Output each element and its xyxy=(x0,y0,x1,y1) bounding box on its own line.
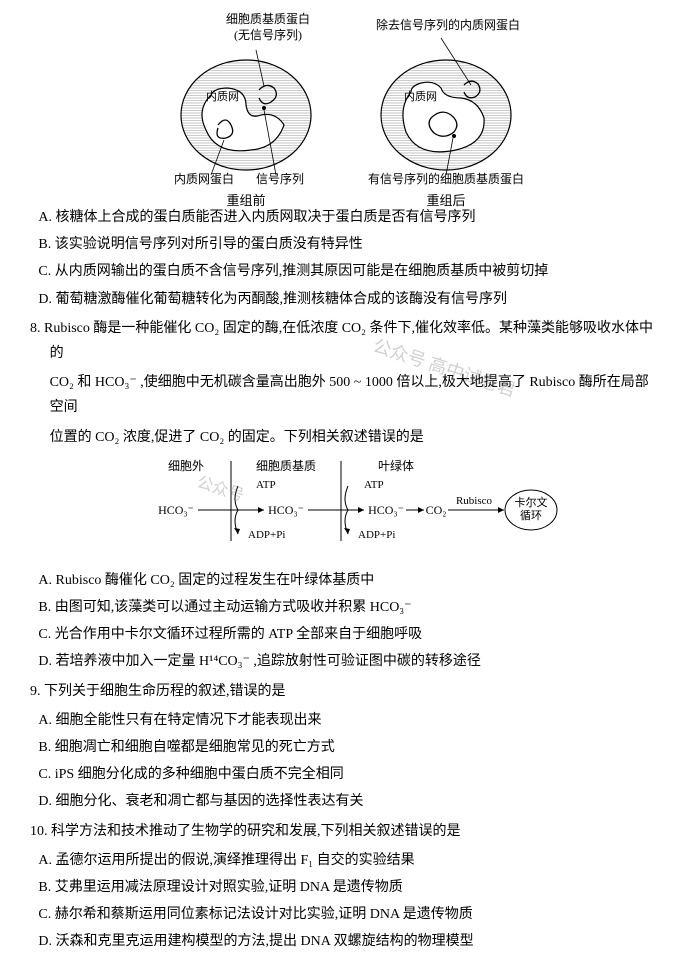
cell-diagram-left: 细胞质基质蛋白(无信号序列) 内质网 内质网蛋白 信号序列 重组前 xyxy=(156,20,336,195)
cell-svg-right: 内质网 xyxy=(356,20,536,195)
col-chl: 叶绿体 xyxy=(378,458,414,473)
svg-text:HCO₃⁻: HCO₃⁻ xyxy=(158,503,194,517)
q10-option-a: A. 孟德尔运用所提出的假说,演绎推理得出 F₁ 自交的实验结果 xyxy=(30,848,662,873)
q8-option-a: A. Rubisco 酶催化 CO₂ 固定的过程发生在叶绿体基质中 xyxy=(30,568,662,593)
cell-diagram-right: 除去信号序列的内质网蛋白 内质网 有信号序列的细胞质基质蛋白 重组后 xyxy=(356,20,536,195)
label-bottom-left-1: 内质网蛋白 xyxy=(174,172,234,188)
q7-option-b: B. 该实验说明信号序列对所引导的蛋白质没有特异性 xyxy=(30,232,662,257)
q9-option-b: B. 细胞凋亡和细胞自噬都是细胞常见的死亡方式 xyxy=(30,735,662,760)
svg-text:ADP+Pi: ADP+Pi xyxy=(358,529,395,541)
label-bottom-left-2: 信号序列 xyxy=(256,172,304,188)
q9-stem: 9. 下列关于细胞生命历程的叙述,错误的是 xyxy=(30,679,662,704)
q10-stem: 10. 科学方法和技术推动了生物学的研究和发展,下列相关叙述错误的是 xyxy=(30,819,662,844)
q8-option-c: C. 光合作用中卡尔文循环过程所需的 ATP 全部来自于细胞呼吸 xyxy=(30,622,662,647)
q8-stem-2: CO₂ 和 HCO₃⁻ ,使细胞中无机碳含量高出胞外 500 ~ 1000 倍以… xyxy=(30,370,662,420)
caption-right: 重组后 xyxy=(356,189,536,212)
q9-option-d: D. 细胞分化、衰老和凋亡都与基因的选择性表达有关 xyxy=(30,789,662,814)
caption-left: 重组前 xyxy=(156,189,336,212)
q10-option-c: C. 赫尔希和蔡斯运用同位素标记法设计对比实验,证明 DNA 是遗传物质 xyxy=(30,902,662,927)
cell-svg-left: 内质网 xyxy=(156,20,336,195)
label-top-right: 除去信号序列的内质网蛋白 xyxy=(376,18,520,34)
q10-option-b: B. 艾弗里运用减法原理设计对照实验,证明 DNA 是遗传物质 xyxy=(30,875,662,900)
q9-option-a: A. 细胞全能性只有在特定情况下才能表现出来 xyxy=(30,708,662,733)
q9-option-c: C. iPS 细胞分化成的多种细胞中蛋白质不完全相同 xyxy=(30,762,662,787)
q7-option-c: C. 从内质网输出的蛋白质不含信号序列,推测其原因可能是在细胞质基质中被剪切掉 xyxy=(30,259,662,284)
svg-text:Rubisco: Rubisco xyxy=(456,495,493,507)
col-cyto: 细胞质基质 xyxy=(256,459,316,473)
svg-text:HCO₃⁻: HCO₃⁻ xyxy=(368,503,404,517)
svg-text:HCO₃⁻: HCO₃⁻ xyxy=(268,503,304,517)
svg-text:ATP: ATP xyxy=(364,479,384,491)
q7-option-a: A. 核糖体上合成的蛋白质能否进入内质网取决于蛋白质是否有信号序列 xyxy=(30,205,662,230)
svg-text:卡尔文: 卡尔文 xyxy=(515,495,548,509)
label-bottom-right: 有信号序列的细胞质基质蛋白 xyxy=(366,172,526,188)
svg-text:循环: 循环 xyxy=(520,509,542,522)
q7-option-d: D. 葡萄糖激酶催化葡萄糖转化为丙酮酸,推测核糖体合成的该酶没有信号序列 xyxy=(30,287,662,312)
svg-text:ADP+Pi: ADP+Pi xyxy=(248,529,285,541)
svg-text:CO₂: CO₂ xyxy=(426,503,447,517)
flow-diagram: 细胞外 细胞质基质 叶绿体 HCO₃⁻ HCO₃⁻ HCO₃⁻ CO₂ Rubi… xyxy=(136,456,556,560)
q8-option-d: D. 若培养液中加入一定量 H¹⁴CO₃⁻ ,追踪放射性可验证图中碳的转移途径 xyxy=(30,649,662,674)
svg-text:ATP: ATP xyxy=(256,479,276,491)
label-top-left: 细胞质基质蛋白(无信号序列) xyxy=(226,12,310,43)
q8-stem-3: 位置的 CO₂ 浓度,促进了 CO₂ 的固定。下列相关叙述错误的是 xyxy=(30,425,662,450)
er-label-right: 内质网 xyxy=(404,89,437,103)
er-label-left: 内质网 xyxy=(206,89,239,103)
q10-option-d: D. 沃森和克里克运用建构模型的方法,提出 DNA 双螺旋结构的物理模型 xyxy=(30,929,662,954)
q8-option-b: B. 由图可知,该藻类可以通过主动运输方式吸收并积累 HCO₃⁻ xyxy=(30,595,662,620)
q8-stem-1: 8. Rubisco 酶是一种能催化 CO₂ 固定的酶,在低浓度 CO₂ 条件下… xyxy=(30,316,662,366)
cell-diagram-row: 细胞质基质蛋白(无信号序列) 内质网 内质网蛋白 信号序列 重组前 除去信号序列 xyxy=(30,20,662,195)
col-out: 细胞外 xyxy=(168,459,204,473)
